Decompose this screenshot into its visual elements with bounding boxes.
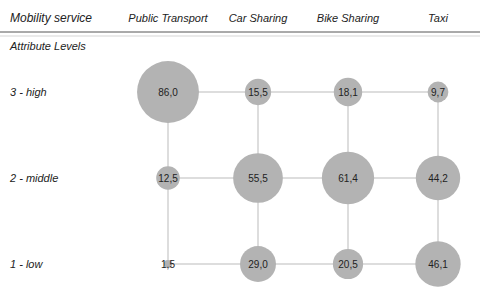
bubble [156, 166, 180, 190]
bubble [245, 79, 271, 105]
data-label: 20,5 [338, 259, 358, 270]
row-label: 2 - middle [9, 172, 58, 184]
column-label: Bike Sharing [317, 12, 380, 24]
grid [168, 92, 438, 264]
bubble [137, 61, 199, 123]
bubble [428, 82, 449, 103]
row-label: 1 - low [10, 258, 43, 270]
bubble [240, 246, 276, 282]
bubble [415, 241, 460, 286]
grid-line [168, 92, 438, 93]
bubbles [137, 61, 461, 287]
bubble [416, 156, 460, 200]
divider [0, 36, 480, 37]
column-label: Public Transport [128, 12, 208, 24]
bubble [233, 153, 283, 203]
grid-line [168, 178, 438, 179]
column-label: Taxi [428, 12, 448, 24]
data-label: 44,2 [428, 173, 448, 184]
divider [0, 32, 480, 33]
background [0, 0, 480, 303]
grid-line [168, 264, 438, 265]
data-label: 86,0 [158, 87, 178, 98]
data-label: 29,0 [248, 259, 268, 270]
x-axis-title: Mobility service [10, 11, 92, 25]
row-label: 3 - high [10, 86, 47, 98]
bubble [322, 152, 374, 204]
data-label: 1,5 [161, 259, 175, 270]
data-label: 18,1 [338, 87, 358, 98]
chart: Mobility service Public Transport Car Shar… [0, 0, 480, 303]
bubble [333, 249, 363, 279]
data-label: 9,7 [431, 87, 445, 98]
data-labels: 86,0 15,5 18,1 9,7 12,5 55,5 61,4 44,2 1,5 29,0 20… [158, 87, 448, 270]
bubble [334, 78, 362, 106]
data-label: 12,5 [158, 173, 178, 184]
data-label: 15,5 [248, 87, 268, 98]
data-label: 61,4 [338, 173, 358, 184]
data-label: 55,5 [248, 173, 268, 184]
data-label: 46,1 [428, 259, 448, 270]
column-label: Car Sharing [229, 12, 289, 24]
y-axis-title: Attribute Levels [9, 40, 86, 52]
